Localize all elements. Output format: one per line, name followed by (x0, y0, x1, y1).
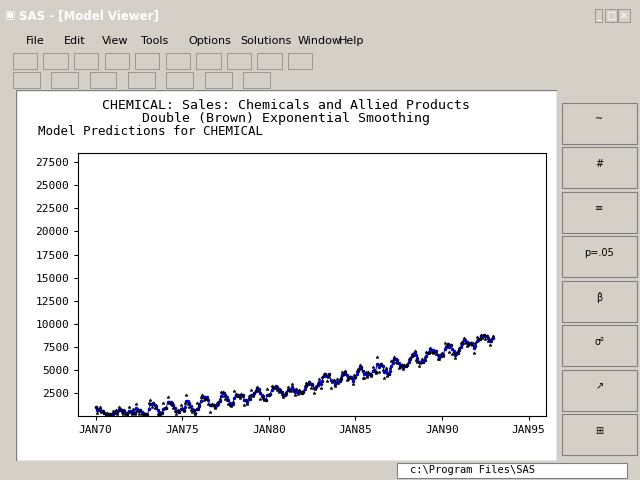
Text: σ²: σ² (595, 337, 604, 347)
Bar (196, 53, 221, 69)
FancyBboxPatch shape (562, 325, 637, 366)
Bar (13, 53, 37, 69)
Text: ✕: ✕ (620, 11, 628, 21)
Bar (51, 72, 78, 88)
Text: ↗: ↗ (595, 382, 604, 392)
FancyBboxPatch shape (562, 236, 637, 277)
Bar (135, 53, 159, 69)
Bar (205, 72, 232, 88)
Bar (397, 463, 627, 478)
Text: CHEMICAL: Sales: Chemicals and Allied Products: CHEMICAL: Sales: Chemicals and Allied Pr… (102, 99, 470, 112)
Text: Edit: Edit (64, 36, 86, 46)
Bar (166, 72, 193, 88)
Bar (44, 53, 68, 69)
Text: p=.05: p=.05 (584, 248, 614, 258)
Text: Solutions: Solutions (240, 36, 291, 46)
Text: #: # (595, 159, 604, 169)
Bar (288, 53, 312, 69)
Text: _: _ (596, 11, 601, 21)
Bar (166, 53, 190, 69)
Bar (90, 72, 116, 88)
FancyBboxPatch shape (562, 281, 637, 322)
Text: Options: Options (189, 36, 232, 46)
Bar (128, 72, 155, 88)
Text: Window: Window (298, 36, 342, 46)
Bar (104, 53, 129, 69)
FancyBboxPatch shape (562, 414, 637, 455)
FancyBboxPatch shape (562, 103, 637, 144)
Text: Model Predictions for CHEMICAL: Model Predictions for CHEMICAL (38, 125, 262, 138)
Text: SAS - [Model Viewer]: SAS - [Model Viewer] (19, 9, 159, 22)
Bar (74, 53, 99, 69)
Bar (227, 53, 251, 69)
Text: File: File (26, 36, 44, 46)
Text: β̂: β̂ (596, 292, 602, 303)
Text: c:\Program Files\SAS: c:\Program Files\SAS (410, 466, 534, 475)
FancyBboxPatch shape (562, 370, 637, 411)
Text: ▣: ▣ (5, 11, 15, 21)
Text: Double (Brown) Exponential Smoothing: Double (Brown) Exponential Smoothing (142, 112, 430, 125)
Text: ~: ~ (595, 114, 604, 124)
FancyBboxPatch shape (562, 192, 637, 233)
Bar (13, 72, 40, 88)
Text: View: View (102, 36, 129, 46)
FancyBboxPatch shape (562, 147, 637, 188)
Bar (243, 72, 270, 88)
Text: ⊞: ⊞ (595, 426, 604, 436)
Text: Help: Help (339, 36, 365, 46)
Text: Tools: Tools (141, 36, 168, 46)
Text: □: □ (607, 11, 616, 21)
Text: ≡: ≡ (595, 204, 604, 214)
Bar (257, 53, 282, 69)
